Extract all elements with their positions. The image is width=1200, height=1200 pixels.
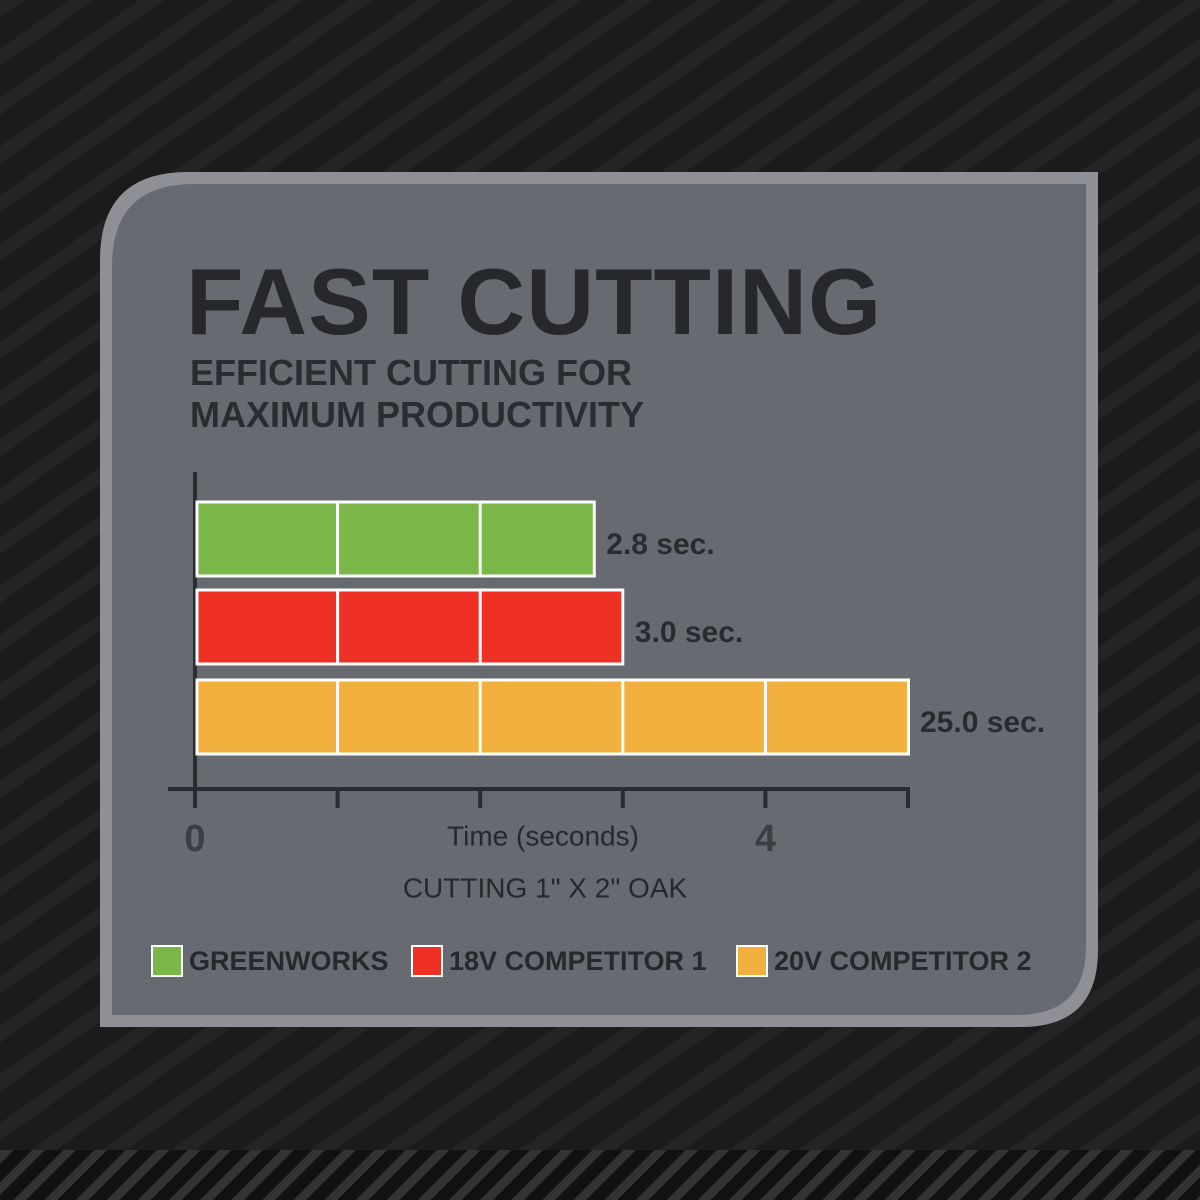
bar [195,678,910,756]
plot-area [195,500,910,756]
value-label: 3.0 sec. [635,616,743,649]
chart-subtitle: EFFICIENT CUTTING FOR MAXIMUM PRODUCTIVI… [190,352,644,435]
legend-label: 20V COMPETITOR 2 [774,946,1032,976]
chart-note: CUTTING 1" X 2" OAK [403,872,688,903]
chart-title: FAST CUTTING [186,249,883,354]
x-tick-label: 0 [184,818,205,860]
value-label: 25.0 sec. [920,706,1045,739]
x-tick-label: 4 [755,818,776,860]
legend-swatch [736,945,768,977]
legend-label: GREENWORKS [189,946,389,976]
bottom-band [0,1150,1200,1200]
value-label: 2.8 sec. [606,528,714,561]
legend-label: 18V COMPETITOR 1 [449,946,707,976]
legend-swatch [151,945,183,977]
x-axis-label: Time (seconds) [447,820,639,851]
bar [195,500,596,578]
bar [195,588,625,666]
plot-edge [907,680,910,754]
legend-swatch [411,945,443,977]
